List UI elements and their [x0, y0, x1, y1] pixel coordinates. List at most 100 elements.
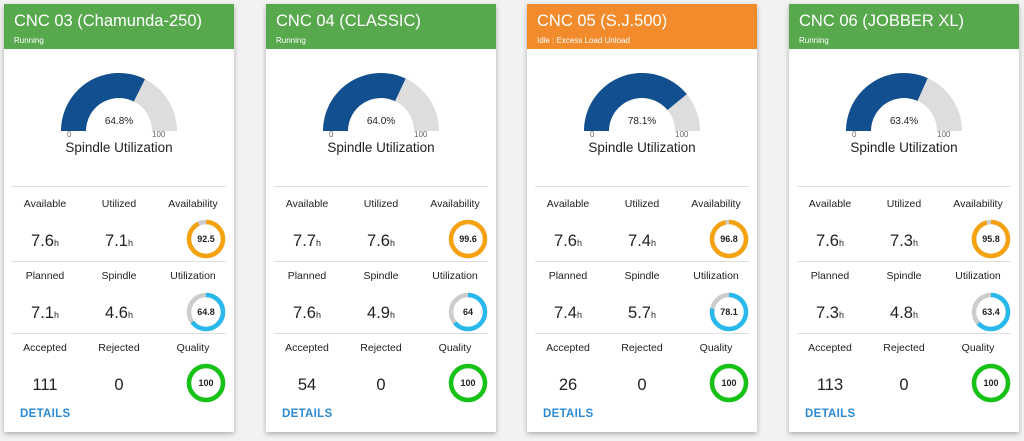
quality-label: Quality: [699, 342, 733, 354]
utilized-label: Utilized: [886, 198, 922, 210]
divider: [535, 261, 749, 262]
utilized-number: 7.6: [367, 232, 390, 250]
availability-value: 96.8: [720, 234, 738, 244]
availability-value: 92.5: [197, 234, 215, 244]
rejected-number: 0: [114, 376, 124, 394]
rejected-value: 0: [345, 376, 417, 395]
rejected-number: 0: [899, 376, 909, 394]
hour-unit: h: [315, 310, 321, 320]
gauge-title: Spindle Utilization: [588, 140, 696, 155]
planned-number: 7.3: [816, 304, 839, 322]
ring-progress: [709, 363, 749, 403]
ring-progress: [448, 363, 488, 403]
availability-ring: 96.8: [680, 218, 752, 260]
utilization-label: Utilization: [693, 270, 739, 282]
utilized-label: Utilized: [363, 198, 399, 210]
gauge-max-label: 100: [152, 130, 166, 139]
available-value: 7.6h: [9, 232, 81, 251]
spindle-label: Spindle: [886, 270, 922, 282]
planned-number: 7.1: [31, 304, 54, 322]
divider: [274, 333, 488, 334]
spindle-label: Spindle: [624, 270, 660, 282]
utilization-ring-chart: 78.1: [708, 291, 750, 333]
spindle-gauge-chart: [61, 73, 177, 131]
gauge-min-label: 0: [852, 130, 857, 139]
divider: [274, 186, 488, 187]
divider: [12, 333, 226, 334]
divider: [535, 186, 749, 187]
rejected-label: Rejected: [98, 342, 140, 354]
card-header: CNC 06 (JOBBER XL) Running: [789, 4, 1019, 49]
accepted-number: 111: [32, 376, 58, 394]
rejected-value: 0: [868, 376, 940, 395]
utilization-ring: 64: [419, 291, 491, 333]
quality-value: 100: [460, 378, 476, 388]
gauge-max-label: 100: [675, 130, 689, 139]
availability-label: Availability: [168, 198, 218, 210]
gauge-title: Spindle Utilization: [850, 140, 958, 155]
available-number: 7.6: [554, 232, 577, 250]
spindle-label: Spindle: [363, 270, 399, 282]
utilization-value: 64.8: [197, 307, 215, 317]
machine-status: Running: [14, 36, 44, 45]
hour-unit: h: [912, 310, 918, 320]
divider: [797, 333, 1011, 334]
divider: [535, 333, 749, 334]
planned-label: Planned: [548, 270, 588, 282]
availability-ring-chart: 95.8: [970, 218, 1012, 260]
gauge-min-label: 0: [329, 130, 334, 139]
availability-ring: 99.6: [419, 218, 491, 260]
planned-label: Planned: [810, 270, 850, 282]
planned-number: 7.4: [554, 304, 577, 322]
hour-unit: h: [576, 310, 582, 320]
available-value: 7.6h: [794, 232, 866, 251]
machine-card: CNC 05 (S.J.500) Idle : Excess Load Unloa…: [527, 4, 757, 432]
quality-label: Quality: [438, 342, 472, 354]
quality-value: 100: [721, 378, 737, 388]
rejected-number: 0: [376, 376, 386, 394]
utilized-number: 7.1: [105, 232, 128, 250]
utilization-value: 63.4: [982, 307, 1000, 317]
card-header: CNC 03 (Chamunda-250) Running: [4, 4, 234, 49]
utilization-ring-chart: 64: [447, 291, 489, 333]
spindle-number: 5.7: [628, 304, 651, 322]
utilization-label: Utilization: [955, 270, 1001, 282]
utilization-value: 78.1: [720, 307, 738, 317]
gauge-value: 64.8%: [104, 116, 134, 127]
details-link[interactable]: DETAILS: [20, 408, 71, 420]
gauge-fill: [323, 72, 406, 131]
hour-unit: h: [650, 238, 656, 248]
quality-ring: 100: [157, 362, 229, 404]
available-label: Available: [546, 198, 590, 210]
available-number: 7.6: [31, 232, 54, 250]
gauge-max-label: 100: [937, 130, 951, 139]
hour-unit: h: [315, 238, 321, 248]
divider: [797, 186, 1011, 187]
hour-unit: h: [912, 238, 918, 248]
available-label: Available: [285, 198, 329, 210]
utilized-number: 7.4: [628, 232, 651, 250]
gauge-min-label: 0: [590, 130, 595, 139]
details-link[interactable]: DETAILS: [805, 408, 856, 420]
spindle-gauge-chart: [584, 73, 700, 131]
utilization-ring-chart: 63.4: [970, 291, 1012, 333]
accepted-value: 111: [9, 376, 81, 395]
ring-progress: [186, 219, 226, 259]
details-link[interactable]: DETAILS: [282, 408, 333, 420]
machine-title: CNC 04 (CLASSIC): [276, 12, 421, 30]
ring-progress: [971, 363, 1011, 403]
utilized-value: 7.1h: [83, 232, 155, 251]
spindle-value: 4.9h: [345, 304, 417, 323]
spindle-gauge: 63.4% 0 100: [789, 64, 1019, 144]
gauge-value: 63.4%: [889, 116, 919, 127]
gauge-fill: [61, 73, 146, 131]
machine-card: CNC 04 (CLASSIC) Running 64.0% 0 100 Spindle …: [266, 4, 496, 432]
planned-value: 7.6h: [271, 304, 343, 323]
divider: [12, 261, 226, 262]
hour-unit: h: [127, 310, 133, 320]
accepted-value: 113: [794, 376, 866, 395]
utilized-value: 7.6h: [345, 232, 417, 251]
accepted-value: 26: [532, 376, 604, 395]
utilized-number: 7.3: [890, 232, 913, 250]
details-link[interactable]: DETAILS: [543, 408, 594, 420]
